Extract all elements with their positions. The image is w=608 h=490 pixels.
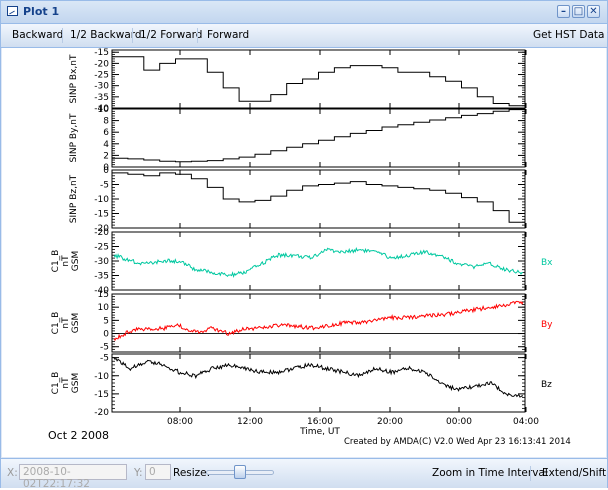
maximize-icon[interactable]: □	[572, 5, 585, 18]
extend-shift-button[interactable]: Extend/Shift	[542, 467, 606, 479]
y-axis-label: C1_B	[51, 372, 61, 395]
status-bar: X: 2008-10-02T22:17:32 Y: 0 Resize: Zoom…	[1, 458, 607, 488]
y-tick-label: -25	[94, 243, 109, 253]
y-tick-label: -5	[100, 354, 109, 364]
panel-frame	[112, 170, 525, 228]
half-forward-button[interactable]: 1/2 Forward	[140, 29, 202, 41]
toolbar-separator	[62, 28, 63, 43]
series-line	[114, 248, 523, 276]
y-tick-label: 2	[103, 151, 109, 161]
credit-text: Created by AMDA(C) V2.0 Wed Apr 23 16:13…	[344, 437, 571, 447]
y-tick-label: -10	[94, 195, 109, 205]
y-axis-label: SINP By,nT	[69, 113, 79, 162]
series-legend: Bz	[541, 380, 552, 390]
y-tick-label: -20	[94, 59, 109, 69]
y-tick-label: -35	[94, 93, 109, 103]
y-axis-label: SINP Bx,nT	[69, 54, 79, 103]
y-axis-label: C1_B	[51, 250, 61, 273]
date-label: Oct 2 2008	[48, 429, 109, 442]
series-line	[112, 57, 525, 106]
y-tick-label: -20	[94, 408, 109, 418]
window-titlebar[interactable]: Plot 1 – □ ✕	[1, 1, 607, 24]
panel-frame	[112, 294, 525, 352]
backward-button[interactable]: Backward	[12, 29, 63, 41]
half-backward-button[interactable]: 1/2 Backward	[70, 29, 142, 41]
toolbar-separator	[197, 28, 198, 43]
series-line	[112, 173, 525, 222]
x-coordinate-label: X:	[7, 467, 18, 479]
x-tick-label: 12:00	[237, 417, 263, 427]
panel-frame	[112, 354, 525, 412]
y-tick-label: -10	[94, 372, 109, 382]
series-legend: Bx	[541, 258, 553, 268]
panel-frame	[112, 232, 525, 290]
minimize-icon[interactable]: –	[557, 5, 570, 18]
y-tick-label: -30	[94, 257, 109, 267]
y-axis-label: GSM	[71, 373, 81, 393]
forward-button[interactable]: Forward	[207, 29, 249, 41]
series-line	[114, 358, 523, 397]
series-line	[114, 301, 523, 340]
y-tick-label: -25	[94, 71, 109, 81]
close-icon[interactable]: ✕	[587, 5, 600, 18]
y-tick-label: -5	[100, 343, 109, 353]
y-tick-label: -30	[94, 82, 109, 92]
x-tick-label: 04:00	[513, 417, 539, 427]
y-tick-label: -35	[94, 272, 109, 282]
x-tick-label: 08:00	[167, 417, 193, 427]
y-axis-label: SINP Bz,nT	[69, 174, 79, 223]
y-tick-label: -20	[94, 228, 109, 238]
navigation-toolbar: Backward 1/2 Backward 1/2 Forward Forwar…	[1, 24, 607, 48]
window-title: Plot 1	[23, 5, 59, 18]
x-tick-label: 16:00	[307, 417, 333, 427]
series-legend: By	[541, 320, 553, 330]
resize-label: Resize:	[173, 467, 210, 479]
x-tick-label: 20:00	[377, 417, 403, 427]
y-tick-label: -5	[100, 181, 109, 191]
y-axis-label: nT	[61, 255, 71, 267]
status-separator	[530, 466, 531, 481]
y-tick-label: 4	[103, 140, 109, 150]
y-tick-label: 10	[98, 105, 110, 115]
y-coordinate-field[interactable]: 0	[145, 464, 171, 480]
y-tick-label: -15	[94, 390, 109, 400]
y-tick-label: 0	[103, 166, 109, 176]
y-axis-label: nT	[61, 317, 71, 329]
x-coordinate-field[interactable]: 2008-10-02T22:17:32	[19, 464, 127, 480]
y-axis-label: nT	[61, 377, 71, 389]
plot-icon	[7, 6, 18, 16]
y-axis-label: GSM	[71, 251, 81, 271]
series-line	[112, 110, 525, 162]
get-hst-data-button[interactable]: Get HST Data ▾	[533, 29, 608, 41]
y-tick-label: -15	[94, 210, 109, 220]
y-coordinate-label: Y:	[134, 467, 143, 479]
y-axis-label: GSM	[71, 313, 81, 333]
x-tick-label: 00:00	[446, 417, 472, 427]
y-tick-label: 8	[103, 117, 109, 127]
y-tick-label: 0	[103, 330, 109, 340]
y-tick-label: 6	[103, 128, 109, 138]
y-axis-label: C1_B	[51, 312, 61, 335]
y-tick-label: 10	[98, 303, 110, 313]
y-tick-label: 15	[98, 290, 109, 300]
panel-frame	[112, 109, 525, 167]
get-hst-data-label: Get HST Data	[533, 29, 604, 41]
x-axis-label: Time, UT	[299, 427, 340, 437]
y-tick-label: 5	[103, 316, 109, 326]
y-tick-label: -15	[94, 48, 109, 58]
resize-slider-handle[interactable]	[234, 465, 246, 479]
toolbar-separator	[132, 28, 133, 43]
